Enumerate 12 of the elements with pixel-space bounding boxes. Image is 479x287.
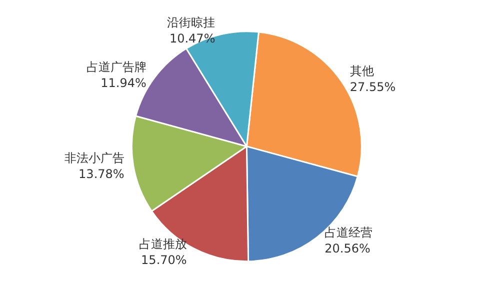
slice-label: 沿街晾挂 <box>167 15 216 30</box>
slice-label: 其他 <box>350 64 374 78</box>
data-label: 10.47% <box>169 31 216 46</box>
data-label: 11.94% <box>100 76 146 90</box>
slice-label: 占道推放 <box>138 236 187 251</box>
data-label: 27.55% <box>350 80 396 94</box>
slice-label: 占道经营 <box>324 225 373 240</box>
slice-label: 非法小广告 <box>64 150 124 165</box>
data-label: 20.56% <box>324 241 370 256</box>
data-label: 13.78% <box>78 166 124 181</box>
data-label: 15.70% <box>141 252 187 267</box>
slice-label: 占道广告牌 <box>86 60 146 74</box>
